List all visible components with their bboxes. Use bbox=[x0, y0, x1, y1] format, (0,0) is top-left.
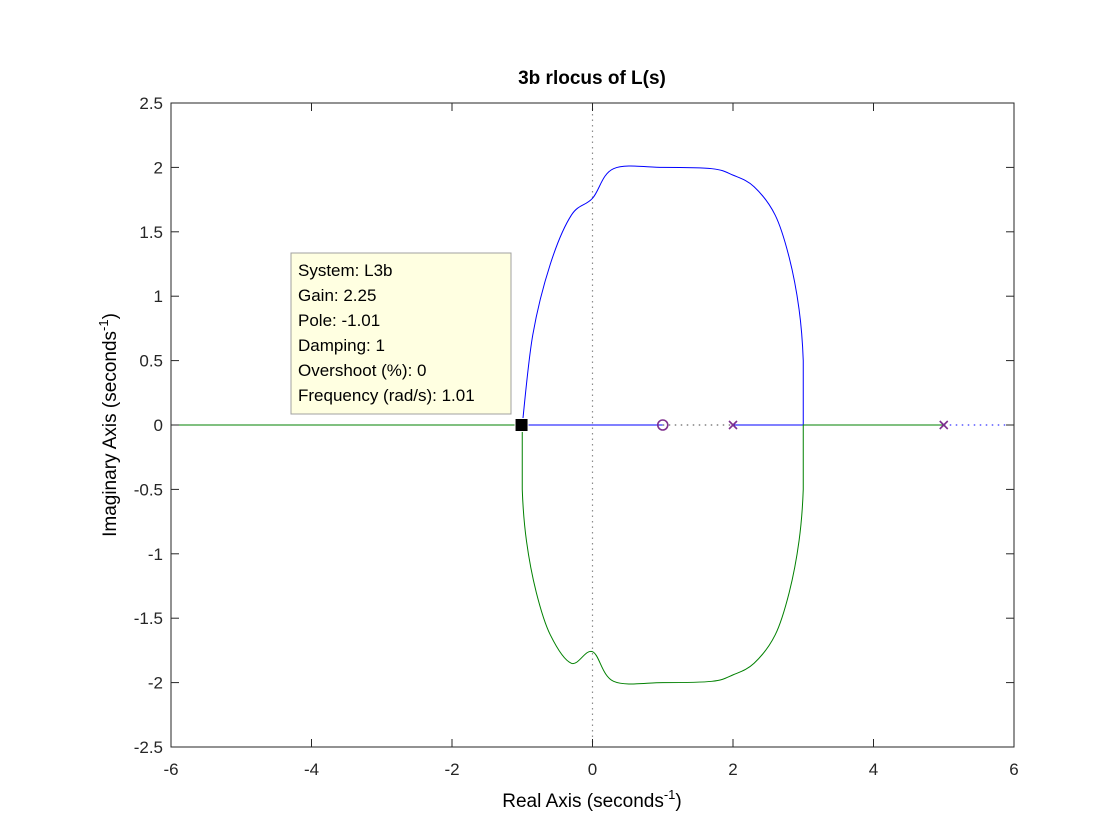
datatip-marker[interactable] bbox=[514, 418, 529, 432]
y-tick-label: -2.5 bbox=[134, 738, 163, 757]
pole-zero-markers bbox=[656, 419, 949, 431]
chart-title: 3b rlocus of L(s) bbox=[518, 68, 666, 89]
y-tick-label: 2.5 bbox=[139, 94, 163, 113]
x-axis-title-superscript: -1 bbox=[664, 787, 676, 802]
y-tick-label: 0 bbox=[154, 416, 163, 435]
x-tick-label: -2 bbox=[444, 760, 459, 779]
y-tick-label: -0.5 bbox=[134, 480, 163, 499]
datatip[interactable]: System: L3b Gain: 2.25 Pole: -1.01 Dampi… bbox=[290, 252, 529, 432]
locus-branch-1 bbox=[171, 424, 944, 685]
y-tick-label: -1.5 bbox=[134, 609, 163, 628]
pole-marker-1 bbox=[939, 420, 949, 430]
pole-marker-0 bbox=[728, 420, 738, 430]
x-tick-label: -6 bbox=[163, 760, 178, 779]
y-tick-label: 0.5 bbox=[139, 352, 163, 371]
y-axis-title: Imaginary Axis (seconds-1) bbox=[96, 313, 121, 537]
datatip-box bbox=[290, 252, 512, 415]
locus-branch-0 bbox=[521, 165, 804, 426]
x-tick-label: -4 bbox=[304, 760, 319, 779]
axis-ticks: -6 -4 -2 0 2 4 6 2.5 2 1.5 1 0.5 0 -0.5 -1 -1.5 -2 -2.5 bbox=[134, 94, 1019, 779]
y-tick-label: 1 bbox=[154, 287, 163, 306]
y-tick-label: -2 bbox=[148, 674, 163, 693]
y-tick-label: -1 bbox=[148, 545, 163, 564]
locus-branches bbox=[171, 165, 1014, 685]
plot-area[interactable]: -6 -4 -2 0 2 4 6 2.5 2 1.5 1 0.5 0 -0.5 -1 -1.5 -2 -2.5 bbox=[134, 94, 1019, 779]
datatip-line-system: System: L3b bbox=[298, 261, 393, 280]
datatip-line-damping: Damping: 1 bbox=[298, 336, 385, 355]
y-tick-label: 1.5 bbox=[139, 223, 163, 242]
x-tick-label: 0 bbox=[588, 760, 597, 779]
x-tick-label: 4 bbox=[869, 760, 878, 779]
y-tick-label: 2 bbox=[154, 158, 163, 177]
y-axis-title-superscript: -1 bbox=[96, 319, 111, 331]
x-axis-title: Real Axis (seconds-1) bbox=[502, 787, 681, 812]
x-tick-label: 2 bbox=[728, 760, 737, 779]
datatip-line-pole: Pole: -1.01 bbox=[298, 311, 380, 330]
datatip-line-frequency: Frequency (rad/s): 1.01 bbox=[298, 386, 475, 405]
zero-marker-0 bbox=[656, 419, 669, 431]
x-tick-label: 6 bbox=[1009, 760, 1018, 779]
datatip-line-gain: Gain: 2.25 bbox=[298, 286, 376, 305]
datatip-line-overshoot: Overshoot (%): 0 bbox=[298, 361, 427, 380]
datatip-marker-layer bbox=[514, 418, 529, 432]
